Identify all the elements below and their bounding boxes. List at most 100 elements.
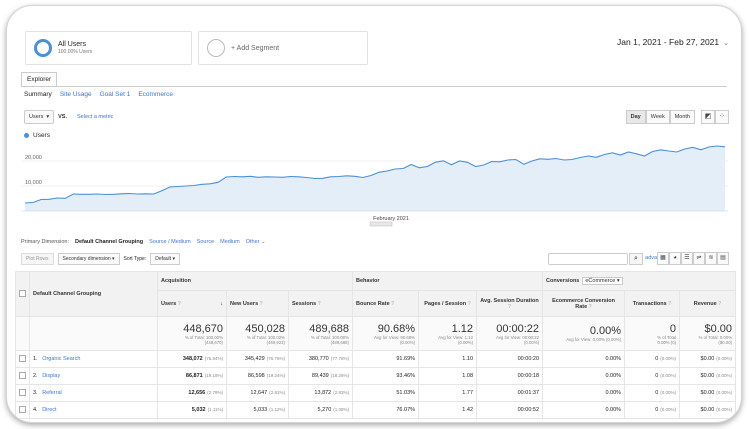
row-revenue-value: $0.00 bbox=[700, 356, 715, 362]
row-checkbox[interactable] bbox=[19, 405, 26, 413]
total-sub: (0.00%) bbox=[524, 339, 540, 345]
chart-legend: Users bbox=[24, 132, 50, 139]
segment-ring-icon bbox=[34, 39, 52, 57]
row-revenue: $0.00 (0.00%) bbox=[679, 367, 737, 385]
row-revenue-value: $0.00 bbox=[700, 390, 715, 396]
row-users-pct: (1.11%) bbox=[207, 407, 223, 412]
row-users: 5,032 (1.11%) bbox=[157, 401, 227, 419]
col-conversion-rate[interactable]: Ecommerce Conversion Rate ? bbox=[542, 290, 626, 317]
group-behavior: Behavior bbox=[352, 271, 544, 291]
row-users: 86,871 (19.18%) bbox=[157, 367, 227, 385]
row-new-users-pct: (1.12%) bbox=[269, 407, 285, 412]
conversion-type-select[interactable]: eCommerce ▾ bbox=[582, 277, 623, 285]
sort-arrow-down-icon: ↓ bbox=[220, 300, 223, 307]
date-range-picker[interactable]: Jan 1, 2021 - Feb 27, 2021 ⌄ bbox=[617, 37, 729, 47]
col-bounce-rate[interactable]: Bounce Rate ? bbox=[352, 290, 420, 317]
total-sub: (489,688) bbox=[330, 339, 350, 345]
total-value: 0 bbox=[669, 322, 677, 335]
row-checkbox[interactable] bbox=[19, 354, 26, 362]
add-segment-button[interactable]: + Add Segment bbox=[198, 31, 368, 65]
row-checkbox[interactable] bbox=[19, 388, 26, 396]
pivot-view-icon[interactable]: ▤ bbox=[717, 252, 729, 265]
period-day-button[interactable]: Day bbox=[625, 110, 646, 124]
col-sessions[interactable]: Sessions ? bbox=[287, 290, 354, 317]
subnav-ecommerce[interactable]: Ecommerce bbox=[138, 91, 174, 98]
row-channel-link[interactable]: Display bbox=[42, 373, 61, 379]
subnav-summary[interactable]: Summary bbox=[24, 91, 52, 98]
sort-type-select[interactable]: Default ▾ bbox=[150, 253, 180, 265]
chart-resize-handle bbox=[369, 221, 393, 227]
plot-rows-button[interactable]: Plot Rows bbox=[21, 253, 54, 265]
total-value: 450,028 bbox=[245, 322, 285, 335]
table-row[interactable]: 4. Direct 5,032 (1.11%) 5,033 (1.12%) 5,270 (1… bbox=[15, 401, 737, 419]
chart-toolbar: Users ▾ VS. Select a metric bbox=[24, 110, 113, 124]
tab-explorer[interactable]: Explorer bbox=[21, 72, 58, 87]
primary-dimension-current: Default Channel Grouping bbox=[74, 239, 144, 245]
performance-view-icon[interactable]: ☰ bbox=[681, 252, 693, 265]
pie-view-icon[interactable]: ◕ bbox=[669, 252, 681, 265]
metric-select-value: Users bbox=[29, 114, 44, 120]
col-pages-session[interactable]: Pages / Session ? bbox=[418, 290, 478, 317]
row-transactions: 0 (0.00%) bbox=[624, 367, 681, 385]
search-icon[interactable]: ⌕ bbox=[629, 253, 643, 265]
dimension-source[interactable]: Source bbox=[196, 239, 215, 245]
dimension-medium[interactable]: Medium bbox=[220, 239, 240, 245]
row-transactions-value: 0 bbox=[655, 390, 659, 396]
row-channel-link[interactable]: Referral bbox=[42, 390, 62, 396]
comparison-view-icon[interactable]: ⇌ bbox=[693, 252, 705, 265]
total-value: 489,688 bbox=[309, 322, 350, 335]
row-sessions: 13,872 (2.83%) bbox=[287, 384, 354, 402]
dimension-source-medium[interactable]: Source / Medium bbox=[149, 239, 191, 245]
total-sub: Avg for View: 00:00:22 bbox=[495, 334, 540, 340]
select-all-checkbox[interactable] bbox=[19, 289, 26, 297]
total-sub: (449,923) bbox=[266, 339, 285, 345]
col-revenue-label: Revenue bbox=[693, 300, 717, 307]
segment-subtitle: 100.00% Users bbox=[58, 49, 93, 55]
subnav-site-usage[interactable]: Site Usage bbox=[59, 91, 92, 98]
table-row[interactable]: 3. Referral 12,656 (2.79%) 12,647 (2.81%) 13,… bbox=[15, 384, 737, 402]
dimension-header: Default Channel Grouping bbox=[29, 271, 158, 317]
col-revenue[interactable]: Revenue ? bbox=[679, 290, 737, 317]
segment-name: All Users bbox=[58, 41, 87, 48]
total-sub: % of Total: 100.02% bbox=[246, 334, 285, 340]
line-chart-icon[interactable]: ◩ bbox=[701, 110, 715, 124]
dimension-other[interactable]: Other ⌄ bbox=[245, 239, 266, 245]
term-cloud-view-icon[interactable]: ≋ bbox=[705, 252, 717, 265]
table-view-icons: ▦ ◕ ☰ ⇌ ≋ ▤ bbox=[657, 252, 729, 265]
col-avg-duration[interactable]: Avg. Session Duration ? bbox=[476, 290, 544, 317]
table-search-input[interactable] bbox=[548, 253, 628, 265]
segment-all-users[interactable]: All Users 100.00% Users bbox=[25, 31, 192, 65]
row-bounce-rate: 91.69% bbox=[352, 350, 420, 368]
subnav-goal-set-1[interactable]: Goal Set 1 bbox=[99, 91, 131, 98]
col-bounce-rate-label: Bounce Rate bbox=[356, 300, 390, 307]
total-pages-session: 1.12 Avg for View: 1.12 (0.00%) bbox=[418, 316, 478, 351]
secondary-dimension-select[interactable]: Secondary dimension ▾ bbox=[57, 253, 120, 265]
col-transactions-label: Transactions bbox=[632, 300, 667, 307]
row-conversion-rate: 0.00% bbox=[542, 384, 626, 402]
row-bounce-rate: 76.07% bbox=[352, 401, 420, 419]
table-row[interactable]: 2. Display 86,871 (19.18%) 86,598 (19.24%) 89… bbox=[15, 367, 737, 385]
period-week-button[interactable]: Week bbox=[645, 110, 670, 124]
help-icon: ? bbox=[588, 303, 592, 310]
motion-chart-icon[interactable]: ⁘ bbox=[715, 110, 729, 124]
table-row[interactable]: 1. Organic Search 348,072 (76.84%) 345,429(… bbox=[15, 350, 737, 368]
total-sub: Avg for View: 1.12 bbox=[438, 334, 474, 340]
col-new-users[interactable]: New Users ? bbox=[226, 290, 289, 317]
period-month-button[interactable]: Month bbox=[669, 110, 695, 124]
row-new-users-pct: (2.81%) bbox=[269, 390, 285, 395]
row-channel-link[interactable]: Direct bbox=[42, 407, 57, 413]
chevron-down-icon: ⌄ bbox=[723, 40, 729, 47]
total-value: $0.00 bbox=[704, 322, 733, 335]
secondary-dimension-label: Secondary dimension bbox=[62, 256, 111, 262]
row-index: 4. bbox=[33, 407, 38, 413]
row-checkbox[interactable] bbox=[19, 371, 26, 379]
col-pages-session-label: Pages / Session bbox=[424, 300, 467, 307]
select-metric-link[interactable]: Select a metric bbox=[77, 114, 114, 120]
col-users[interactable]: Users ? ↓ bbox=[157, 290, 227, 317]
data-table-view-icon[interactable]: ▦ bbox=[657, 252, 669, 265]
row-select-cell bbox=[15, 350, 30, 368]
col-transactions[interactable]: Transactions ? bbox=[624, 290, 681, 317]
total-sub: % of Total bbox=[657, 334, 677, 340]
row-channel-link[interactable]: Organic Search bbox=[42, 356, 81, 362]
metric-select[interactable]: Users ▾ bbox=[24, 110, 55, 124]
